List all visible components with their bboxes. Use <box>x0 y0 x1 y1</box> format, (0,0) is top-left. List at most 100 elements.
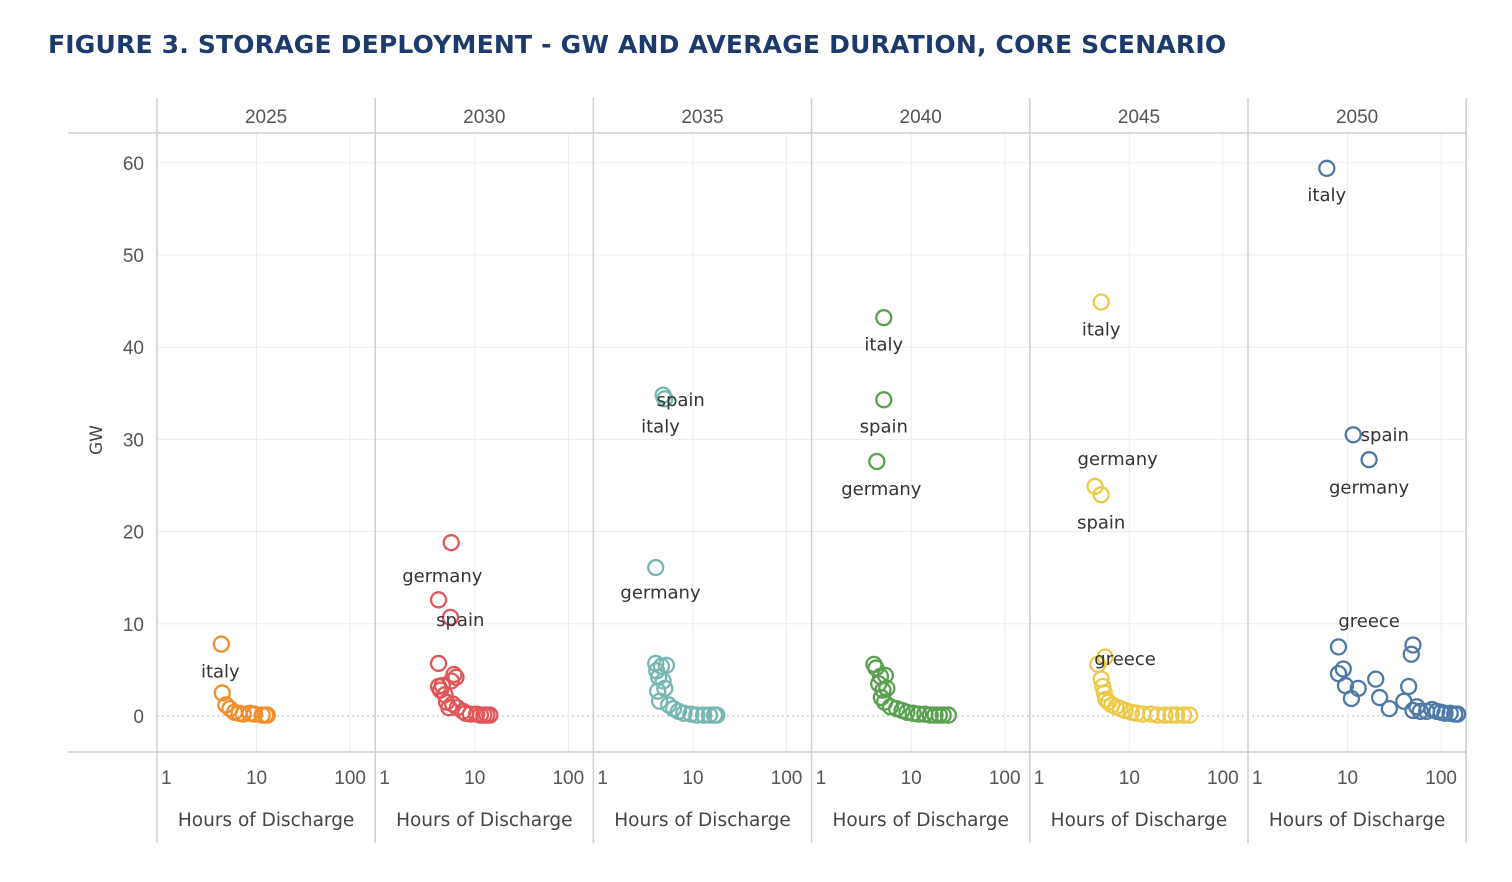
data-point <box>650 692 669 710</box>
point-label-germany: germany <box>841 479 922 500</box>
x-tick-label: 100 <box>1425 768 1457 789</box>
data-point <box>875 391 893 409</box>
frame-layer <box>68 98 1467 843</box>
y-tick-label: 60 <box>123 154 144 175</box>
x-tick-label: 10 <box>682 768 703 789</box>
data-point <box>1404 701 1422 720</box>
data-point <box>1095 684 1113 702</box>
data-point <box>1162 706 1180 724</box>
data-point <box>1167 706 1186 724</box>
data-point <box>1367 670 1385 688</box>
data-point <box>647 558 665 577</box>
point-label-spain: spain <box>436 610 484 631</box>
data-point <box>1329 638 1348 656</box>
data-point <box>445 665 463 684</box>
data-point <box>1448 705 1467 723</box>
data-point <box>909 705 928 723</box>
x-tick-label: 1 <box>1252 768 1263 789</box>
x-axis-label: Hours of Discharge <box>1051 810 1227 831</box>
data-point <box>1436 704 1454 722</box>
data-point <box>656 390 674 408</box>
data-point <box>1400 677 1418 696</box>
data-point <box>429 654 448 673</box>
x-tick-label: 10 <box>1119 768 1140 789</box>
data-point <box>654 672 672 690</box>
data-point <box>481 706 499 724</box>
data-point <box>1092 293 1110 311</box>
x-axis-label: Hours of Discharge <box>396 810 572 831</box>
x-tick-label: 100 <box>552 768 584 789</box>
x-tick-label: 100 <box>771 768 803 789</box>
data-point <box>213 684 231 702</box>
data-point <box>1092 486 1110 504</box>
x-tick-label: 1 <box>816 768 827 789</box>
facet-title-2030: 2030 <box>463 107 505 128</box>
x-tick-label: 10 <box>246 768 267 789</box>
y-axis-label: GW <box>87 425 107 455</box>
data-point <box>868 452 886 471</box>
point-label-germany: germany <box>1329 477 1410 498</box>
data-point <box>934 706 952 724</box>
point-label-italy: italy <box>864 334 903 355</box>
facet-title-2040: 2040 <box>900 107 942 128</box>
x-tick-label: 10 <box>901 768 922 789</box>
figure-title: FIGURE 3. STORAGE DEPLOYMENT - GW AND AV… <box>48 30 1227 59</box>
point-label-spain: spain <box>1361 425 1409 446</box>
data-point <box>675 704 693 722</box>
x-axis-label: Hours of Discharge <box>832 810 1008 831</box>
x-tick-label: 100 <box>989 768 1021 789</box>
facet-title-2045: 2045 <box>1118 107 1160 128</box>
point-label-spain: spain <box>657 390 705 411</box>
data-point <box>649 682 667 700</box>
point-label-italy: italy <box>641 416 680 437</box>
data-point <box>1156 706 1174 724</box>
facet-title-2035: 2035 <box>681 107 723 128</box>
data-point <box>442 534 460 552</box>
y-tick-label: 0 <box>133 707 144 728</box>
x-axis-label: Hours of Discharge <box>614 810 790 831</box>
x-tick-label: 10 <box>464 768 485 789</box>
point-label-germany: germany <box>620 582 701 603</box>
facet-title-2025: 2025 <box>245 107 287 128</box>
data-point <box>1180 706 1199 724</box>
data-point <box>694 706 713 724</box>
x-tick-label: 1 <box>379 768 390 789</box>
point-label-greece: greece <box>1338 611 1400 632</box>
point-label-germany: germany <box>402 566 483 587</box>
data-point <box>433 676 451 695</box>
x-tick-label: 1 <box>161 768 172 789</box>
x-tick-label: 100 <box>334 768 366 789</box>
x-tick-label: 10 <box>1337 768 1358 789</box>
data-point <box>447 668 465 686</box>
data-point <box>1380 699 1399 718</box>
data-point <box>1360 451 1378 469</box>
point-label-italy: italy <box>1307 185 1346 206</box>
y-tick-label: 10 <box>123 615 144 636</box>
x-axis-label: Hours of Discharge <box>178 810 354 831</box>
point-label-italy: italy <box>1082 320 1121 341</box>
data-point <box>461 705 480 723</box>
data-point <box>1344 426 1362 444</box>
data-point <box>939 706 958 724</box>
point-label-spain: spain <box>1077 512 1125 533</box>
point-label-germany: germany <box>1078 449 1159 470</box>
x-axis-label: Hours of Discharge <box>1269 810 1445 831</box>
data-point <box>1334 660 1352 678</box>
data-point <box>1404 636 1422 654</box>
points-layer <box>212 159 1467 724</box>
data-point <box>234 705 252 723</box>
point-label-italy: italy <box>201 662 240 683</box>
y-tick-label: 50 <box>123 246 144 267</box>
data-point <box>1148 706 1167 724</box>
y-tick-label: 30 <box>123 430 144 451</box>
data-point <box>1096 648 1114 666</box>
data-point <box>682 705 700 723</box>
data-point <box>898 703 916 721</box>
point-label-spain: spain <box>860 416 908 437</box>
point-label-greece: greece <box>1094 649 1156 670</box>
data-point <box>1411 702 1429 721</box>
facet-title-2050: 2050 <box>1336 107 1378 128</box>
data-point <box>1094 677 1112 696</box>
y-tick-label: 20 <box>123 523 144 544</box>
